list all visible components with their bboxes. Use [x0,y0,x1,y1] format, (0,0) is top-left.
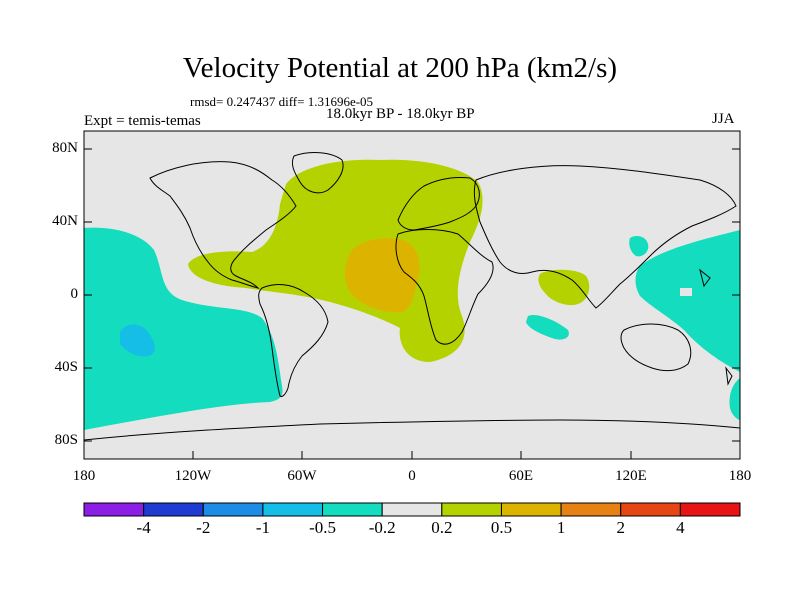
colorbar-label-7: 1 [556,518,566,537]
colorbar-label-0: -4 [136,518,151,537]
period-label: 18.0kyr BP - 18.0kyr BP [326,106,475,122]
rmsd-label: rmsd= 0.247437 diff= 1.31696e-05 [190,94,374,109]
colorbar-label-5: 0.2 [431,518,453,537]
ocean-gap [680,288,692,296]
atlantic-positive-region [188,159,483,362]
experiment-label: Expt = temis-temas [84,113,201,129]
colorbar-label-3: -0.5 [309,518,336,537]
eastasia-negative-region [629,236,649,257]
x-label-180w: 180 [72,468,96,484]
indian-positive-region [538,269,590,306]
colorbar-box-8 [560,502,622,517]
x-ticks [83,451,741,459]
y-label-40s: 40S [54,359,78,375]
colorbar-label-8: 2 [616,518,625,537]
colorbar-box-7 [500,502,562,517]
y-label-0: 0 [70,286,79,302]
colorbar-label-2: -1 [255,518,270,537]
indian-negative-region [526,314,569,340]
colorbar-label-9: 4 [676,518,685,537]
y-label-40n: 40N [52,213,78,229]
westpacific-negative-region [635,230,740,372]
southpacific-edge-region [729,378,740,420]
colorbar-box-9 [620,502,681,517]
colorbar-box-1 [143,502,204,517]
colorbar-box-4 [322,502,383,517]
colorbar-box-10 [679,502,741,517]
y-label-80s: 80S [54,432,78,448]
x-label-120e: 120E [615,468,647,484]
x-label-180e: 180 [728,468,752,484]
contour-fields [84,152,740,441]
colorbar-box-2 [202,502,264,517]
colorbar-box-6 [441,502,502,517]
y-label-80n: 80N [52,140,78,156]
x-label-60e: 60E [508,468,534,484]
colorbar-label-1: -2 [196,518,211,537]
colorbar-label-4: -0.2 [368,518,396,537]
x-label-0: 0 [408,468,416,484]
colorbar-box-0 [83,502,145,517]
colorbar-box-5 [381,502,443,517]
pacific-inner-region [120,324,155,357]
season-label: JJA [712,111,735,127]
y-ticks [84,148,740,442]
colorbar-label-6: 0.5 [490,518,513,537]
pacific-negative-region [84,227,283,430]
x-label-120w: 120W [174,468,212,484]
atlantic-core-region [344,238,420,313]
coastlines [84,152,740,441]
x-label-60w: 60W [287,468,317,484]
colorbar-box-3 [262,502,324,517]
colorbar [83,502,741,517]
plot-title: Velocity Potential at 200 hPa (km2/s) [182,52,618,84]
